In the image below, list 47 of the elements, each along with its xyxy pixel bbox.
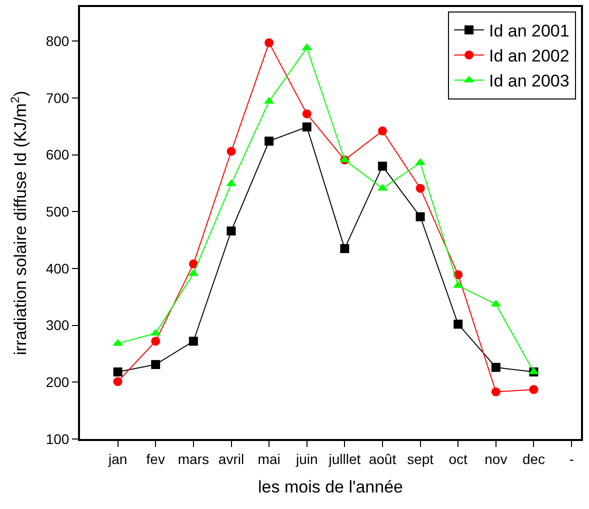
point xyxy=(188,336,198,346)
legend-label: Id an 2001 xyxy=(488,22,570,40)
point xyxy=(416,184,425,193)
point xyxy=(113,367,122,376)
point xyxy=(454,320,463,329)
point xyxy=(264,136,274,146)
legend-label: Id an 2003 xyxy=(488,72,570,91)
legend-label: Id an 2002 xyxy=(488,46,570,66)
x-tick-label: mai xyxy=(258,450,280,467)
x-tick-label: oct xyxy=(448,450,468,467)
y-tick-label: 500 xyxy=(46,204,70,220)
point xyxy=(378,126,387,136)
point xyxy=(302,109,312,118)
point xyxy=(416,212,425,222)
x-axis-title: les mois de l'année xyxy=(258,478,403,497)
y-tick-label: 300 xyxy=(46,317,70,334)
point xyxy=(226,226,236,236)
point xyxy=(226,179,236,186)
x-tick-label: nov xyxy=(484,450,508,467)
x-tick-label: août xyxy=(368,450,396,467)
x-tick-label: mars xyxy=(178,450,209,467)
x-tick-label: juin xyxy=(294,450,318,467)
point xyxy=(529,385,538,394)
point xyxy=(264,38,274,48)
y-tick-label: 200 xyxy=(46,374,70,390)
point xyxy=(151,336,160,346)
point xyxy=(226,146,236,156)
point xyxy=(378,162,387,171)
point xyxy=(491,362,500,372)
point xyxy=(302,122,312,132)
x-tick-label: avril xyxy=(218,450,244,467)
x-tick-label: jan xyxy=(107,450,128,467)
point xyxy=(491,387,500,396)
x-tick-label: dec xyxy=(522,450,546,467)
x-tick-label: - xyxy=(569,450,574,467)
y-tick-label: 800 xyxy=(46,33,70,50)
y-tick-label: 400 xyxy=(46,260,70,276)
y-tick-label: 600 xyxy=(46,146,70,163)
y-tick-label: 700 xyxy=(46,90,70,106)
x-tick-label: fev xyxy=(146,450,165,467)
point xyxy=(340,244,350,254)
x-tick-label: sept xyxy=(407,450,434,467)
point xyxy=(113,377,122,386)
point xyxy=(151,360,160,370)
point xyxy=(188,259,198,268)
y-tick-label: 100 xyxy=(46,430,70,447)
x-tick-label: julllet xyxy=(328,450,361,467)
